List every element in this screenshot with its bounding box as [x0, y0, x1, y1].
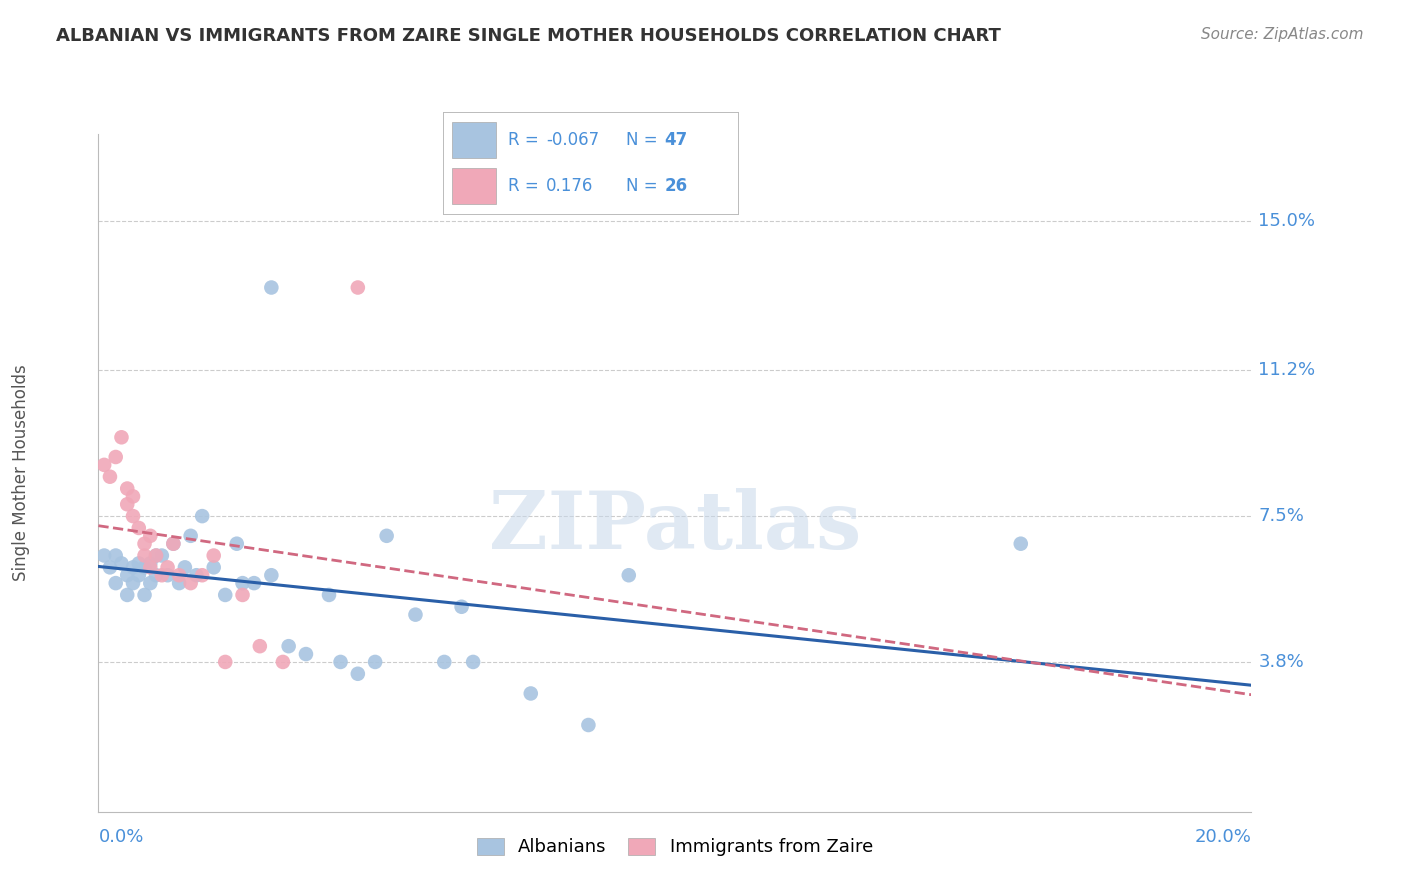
Point	[162, 537, 184, 551]
Point	[162, 537, 184, 551]
Point	[318, 588, 340, 602]
Text: Source: ZipAtlas.com: Source: ZipAtlas.com	[1201, 27, 1364, 42]
Point	[214, 655, 236, 669]
Point	[139, 576, 162, 591]
Point	[191, 568, 214, 582]
Point	[139, 557, 162, 571]
Point	[202, 549, 225, 563]
Point	[134, 549, 156, 563]
Point	[295, 647, 318, 661]
Point	[128, 568, 150, 582]
FancyBboxPatch shape	[451, 122, 496, 158]
Point	[145, 568, 167, 582]
Point	[346, 280, 368, 294]
Point	[134, 537, 156, 551]
Text: 11.2%: 11.2%	[1258, 361, 1316, 379]
Point	[433, 655, 456, 669]
Point	[191, 509, 214, 524]
Point	[1010, 537, 1032, 551]
Point	[167, 568, 190, 582]
Text: -0.067: -0.067	[546, 131, 599, 149]
Point	[167, 576, 190, 591]
Text: ZIPatlas: ZIPatlas	[489, 488, 860, 566]
Point	[243, 576, 266, 591]
Point	[364, 655, 387, 669]
Text: 15.0%: 15.0%	[1258, 211, 1316, 229]
Point	[128, 557, 150, 571]
Point	[117, 588, 138, 602]
Point	[271, 655, 294, 669]
Point	[156, 568, 179, 582]
Point	[93, 458, 115, 472]
Point	[578, 718, 600, 732]
Legend: Albanians, Immigrants from Zaire: Albanians, Immigrants from Zaire	[470, 830, 880, 863]
Point	[134, 560, 156, 574]
Text: 26: 26	[665, 177, 688, 194]
Point	[277, 639, 299, 653]
Point	[104, 450, 127, 464]
Point	[117, 568, 138, 582]
Point	[346, 666, 368, 681]
Point	[450, 599, 472, 614]
Point	[104, 576, 127, 591]
Point	[260, 568, 283, 582]
Text: N =: N =	[626, 131, 662, 149]
Point	[225, 537, 247, 551]
Text: 7.5%: 7.5%	[1258, 508, 1305, 525]
Point	[110, 430, 132, 444]
Point	[186, 568, 208, 582]
Point	[405, 607, 427, 622]
FancyBboxPatch shape	[451, 168, 496, 204]
Text: 47: 47	[665, 131, 688, 149]
Text: R =: R =	[508, 131, 544, 149]
Point	[117, 497, 138, 511]
Point	[375, 529, 398, 543]
Text: 3.8%: 3.8%	[1258, 653, 1305, 671]
Point	[180, 529, 202, 543]
Point	[145, 549, 167, 563]
Point	[617, 568, 640, 582]
Point	[231, 588, 254, 602]
Point	[202, 560, 225, 574]
Point	[117, 482, 138, 496]
Point	[249, 639, 271, 653]
Point	[180, 576, 202, 591]
Point	[122, 509, 145, 524]
Point	[104, 549, 127, 563]
Point	[150, 568, 173, 582]
Point	[122, 560, 145, 574]
Point	[93, 549, 115, 563]
Point	[122, 576, 145, 591]
Point	[260, 280, 283, 294]
Text: R =: R =	[508, 177, 544, 194]
Point	[110, 557, 132, 571]
Point	[145, 549, 167, 563]
Point	[98, 560, 121, 574]
Point	[329, 655, 352, 669]
Text: 0.0%: 0.0%	[98, 828, 143, 846]
Point	[139, 560, 162, 574]
Point	[98, 469, 121, 483]
Point	[214, 588, 236, 602]
Point	[174, 560, 197, 574]
Point	[134, 588, 156, 602]
Text: 0.176: 0.176	[546, 177, 593, 194]
Text: N =: N =	[626, 177, 662, 194]
Point	[150, 549, 173, 563]
Point	[156, 560, 179, 574]
Point	[231, 576, 254, 591]
Text: 20.0%: 20.0%	[1195, 828, 1251, 846]
Point	[461, 655, 484, 669]
Text: Single Mother Households: Single Mother Households	[13, 365, 30, 581]
Text: ALBANIAN VS IMMIGRANTS FROM ZAIRE SINGLE MOTHER HOUSEHOLDS CORRELATION CHART: ALBANIAN VS IMMIGRANTS FROM ZAIRE SINGLE…	[56, 27, 1001, 45]
Point	[122, 490, 145, 504]
Point	[520, 686, 543, 700]
Point	[139, 529, 162, 543]
Point	[128, 521, 150, 535]
